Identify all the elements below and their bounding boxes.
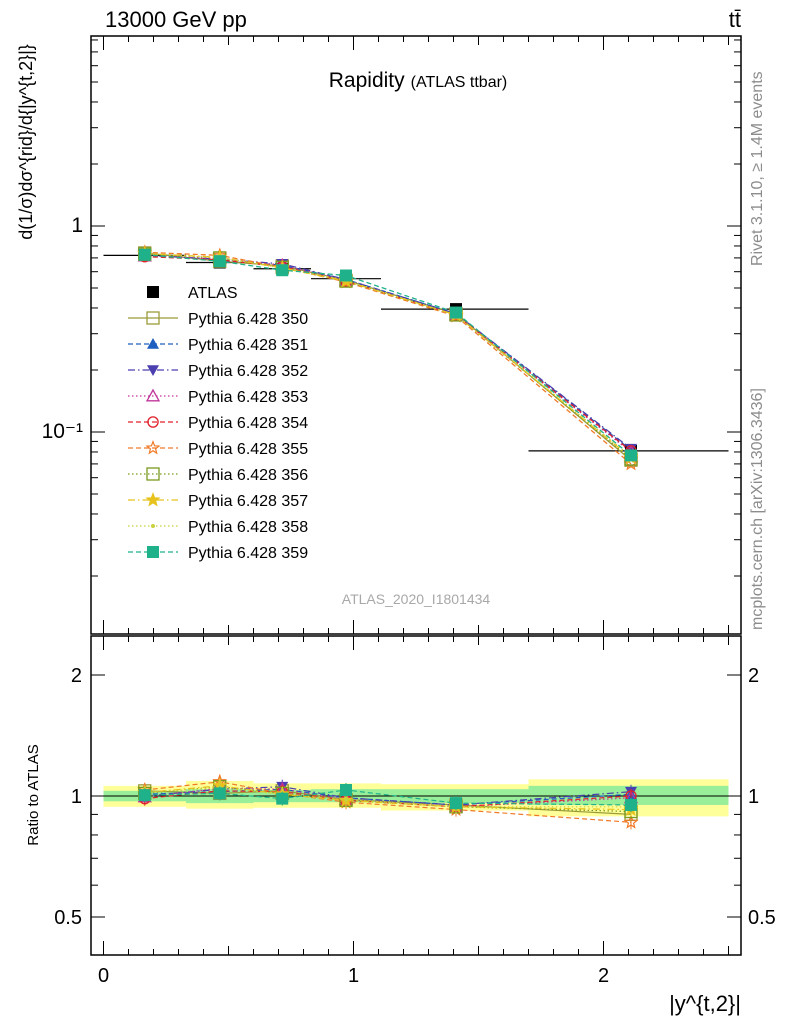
legend-entry-10: Pythia 6.428 359 — [128, 545, 308, 562]
legend-label-3: Pythia 6.428 352 — [188, 363, 308, 380]
legend: ATLAS Pythia 6.428 350 Pythia 6.428 351 Pyt… — [128, 285, 308, 562]
legend-marker-7 — [146, 467, 160, 481]
series-line-6 — [144, 251, 632, 465]
main-series-group — [103, 244, 729, 471]
series-line-5 — [144, 255, 632, 452]
series-10-point-3 — [340, 269, 352, 282]
series-1 — [138, 246, 638, 467]
legend-marker-3 — [147, 365, 159, 376]
legend-label-4: Pythia 6.428 353 — [188, 389, 308, 406]
series-10-point-0 — [138, 248, 151, 261]
ratio-point-9-1 — [213, 787, 226, 800]
ratio-line-7 — [144, 785, 632, 811]
ratio-y-tick-label-right-0: 0.5 — [748, 907, 776, 929]
energy-label: 13000 GeV pp — [105, 7, 247, 32]
ratio-y-tick-label-right-1: 1 — [748, 786, 759, 808]
legend-entry-2: Pythia 6.428 351 — [128, 337, 308, 354]
ratio-series-group — [137, 773, 639, 830]
ratio-point-9-2 — [276, 792, 289, 805]
plot-title: Rapidity (ATLAS ttbar) — [329, 69, 508, 92]
ratio-y-axis-label: Ratio to ATLAS — [25, 744, 42, 845]
legend-label-8: Pythia 6.428 357 — [188, 493, 308, 510]
watermark-label: ATLAS_2020_I1801434 — [342, 591, 491, 607]
x-tick-label-2: 2 — [598, 965, 609, 987]
legend-label-10: Pythia 6.428 359 — [188, 545, 308, 562]
legend-marker-2 — [147, 338, 159, 349]
plot-title-sub: (ATLAS ttbar) — [411, 74, 508, 91]
ratio-series-9 — [138, 782, 637, 812]
legend-label-2: Pythia 6.428 351 — [188, 337, 308, 354]
legend-label-5: Pythia 6.428 354 — [188, 415, 308, 432]
main-frame — [90, 35, 742, 635]
legend-entry-4: Pythia 6.428 353 — [128, 388, 308, 406]
main-axis-ticks — [91, 36, 741, 634]
ratio-point-9-5 — [625, 798, 637, 811]
ratio-point-5-5 — [623, 814, 639, 829]
legend-label-7: Pythia 6.428 356 — [188, 467, 308, 484]
ratio-point-8-3 — [344, 797, 348, 802]
ratio-line-2 — [144, 786, 632, 806]
legend-entry-5: Pythia 6.428 354 — [128, 415, 308, 432]
ratio-y-tick-label-1: 1 — [71, 786, 82, 808]
rivet-label: Rivet 3.1.10, ≥ 1.4M events — [749, 71, 766, 266]
ratio-y-tick-label-0: 0.5 — [54, 907, 82, 929]
ratio-frame — [90, 635, 742, 956]
main-y-axis-label: d(1/σ)dσ^{rid}/d{|y^{t,2}|} — [16, 44, 36, 240]
series-line-8 — [144, 252, 632, 459]
series-6 — [137, 244, 639, 471]
legend-entry-3: Pythia 6.428 352 — [128, 363, 308, 380]
legend-entry-1: Pythia 6.428 350 — [128, 311, 308, 328]
main-panel: 10⁻¹ 1 Rapidity (ATLAS ttbar) ATLAS_2020_… — [16, 35, 742, 635]
ratio-point-9-3 — [340, 783, 352, 796]
ratio-panel: 0 1 2 0.5 0.5 1 1 2 2 Ratio to ATLAS |y^{t,2}| — [25, 635, 776, 1016]
y-tick-label-1: 1 — [71, 214, 83, 237]
svg-text:Rapidity(ATLAS ttbar): Rapidity (ATLAS ttbar) — [329, 69, 508, 92]
legend-label-0: ATLAS — [188, 285, 238, 302]
series-10-point-2 — [276, 264, 289, 277]
legend-entry-9: Pythia 6.428 358 — [128, 519, 308, 536]
legend-label-6: Pythia 6.428 355 — [188, 441, 308, 458]
series-6-point-5 — [623, 455, 639, 471]
legend-marker-4 — [145, 388, 161, 402]
legend-label-9: Pythia 6.428 358 — [188, 519, 308, 536]
legend-entry-8: Pythia 6.428 357 — [128, 492, 308, 510]
ratio-point-9-4 — [450, 797, 462, 810]
ratio-line-4 — [144, 790, 632, 808]
legend-marker-5 — [147, 416, 159, 428]
series-10-point-1 — [213, 255, 226, 268]
legend-marker-0 — [147, 286, 159, 298]
ratio-line-9 — [144, 789, 632, 806]
ratio-line-1 — [144, 788, 632, 806]
legend-entry-6: Pythia 6.428 355 — [128, 440, 308, 458]
legend-marker-9 — [151, 524, 155, 528]
legend-label-1: Pythia 6.428 350 — [188, 311, 308, 328]
series-line-10 — [144, 254, 632, 456]
mcplots-label: mcplots.cern.ch [arXiv:1306.3436] — [749, 388, 766, 630]
plot-title-main: Rapidity — [329, 69, 405, 92]
x-axis-label: |y^{t,2}| — [669, 991, 741, 1016]
series-10-point-5 — [625, 449, 637, 462]
process-label: tt̄ — [729, 7, 741, 32]
legend-marker-6 — [145, 440, 161, 455]
legend-marker-10 — [147, 546, 159, 558]
legend-marker-8 — [145, 492, 161, 507]
series-10 — [138, 248, 637, 462]
series-line-9 — [144, 252, 632, 458]
ratio-y-tick-label-2: 2 — [71, 665, 82, 687]
ratio-line-8 — [144, 786, 631, 808]
x-tick-label-1: 1 — [348, 965, 359, 987]
series-line-3 — [144, 254, 632, 450]
ratio-point-9-0 — [138, 789, 151, 802]
x-tick-label-0: 0 — [98, 965, 109, 987]
series-7 — [138, 247, 638, 466]
ratio-y-tick-label-right-2: 2 — [748, 665, 759, 687]
series-10-point-4 — [450, 306, 462, 319]
y-tick-label-0p1: 10⁻¹ — [42, 420, 83, 443]
legend-marker-1 — [146, 311, 160, 325]
legend-entry-0: ATLAS — [147, 285, 238, 302]
legend-entry-7: Pythia 6.428 356 — [128, 467, 308, 484]
ratio-axis-ticks: 0 1 2 0.5 0.5 1 1 2 2 — [54, 636, 776, 987]
